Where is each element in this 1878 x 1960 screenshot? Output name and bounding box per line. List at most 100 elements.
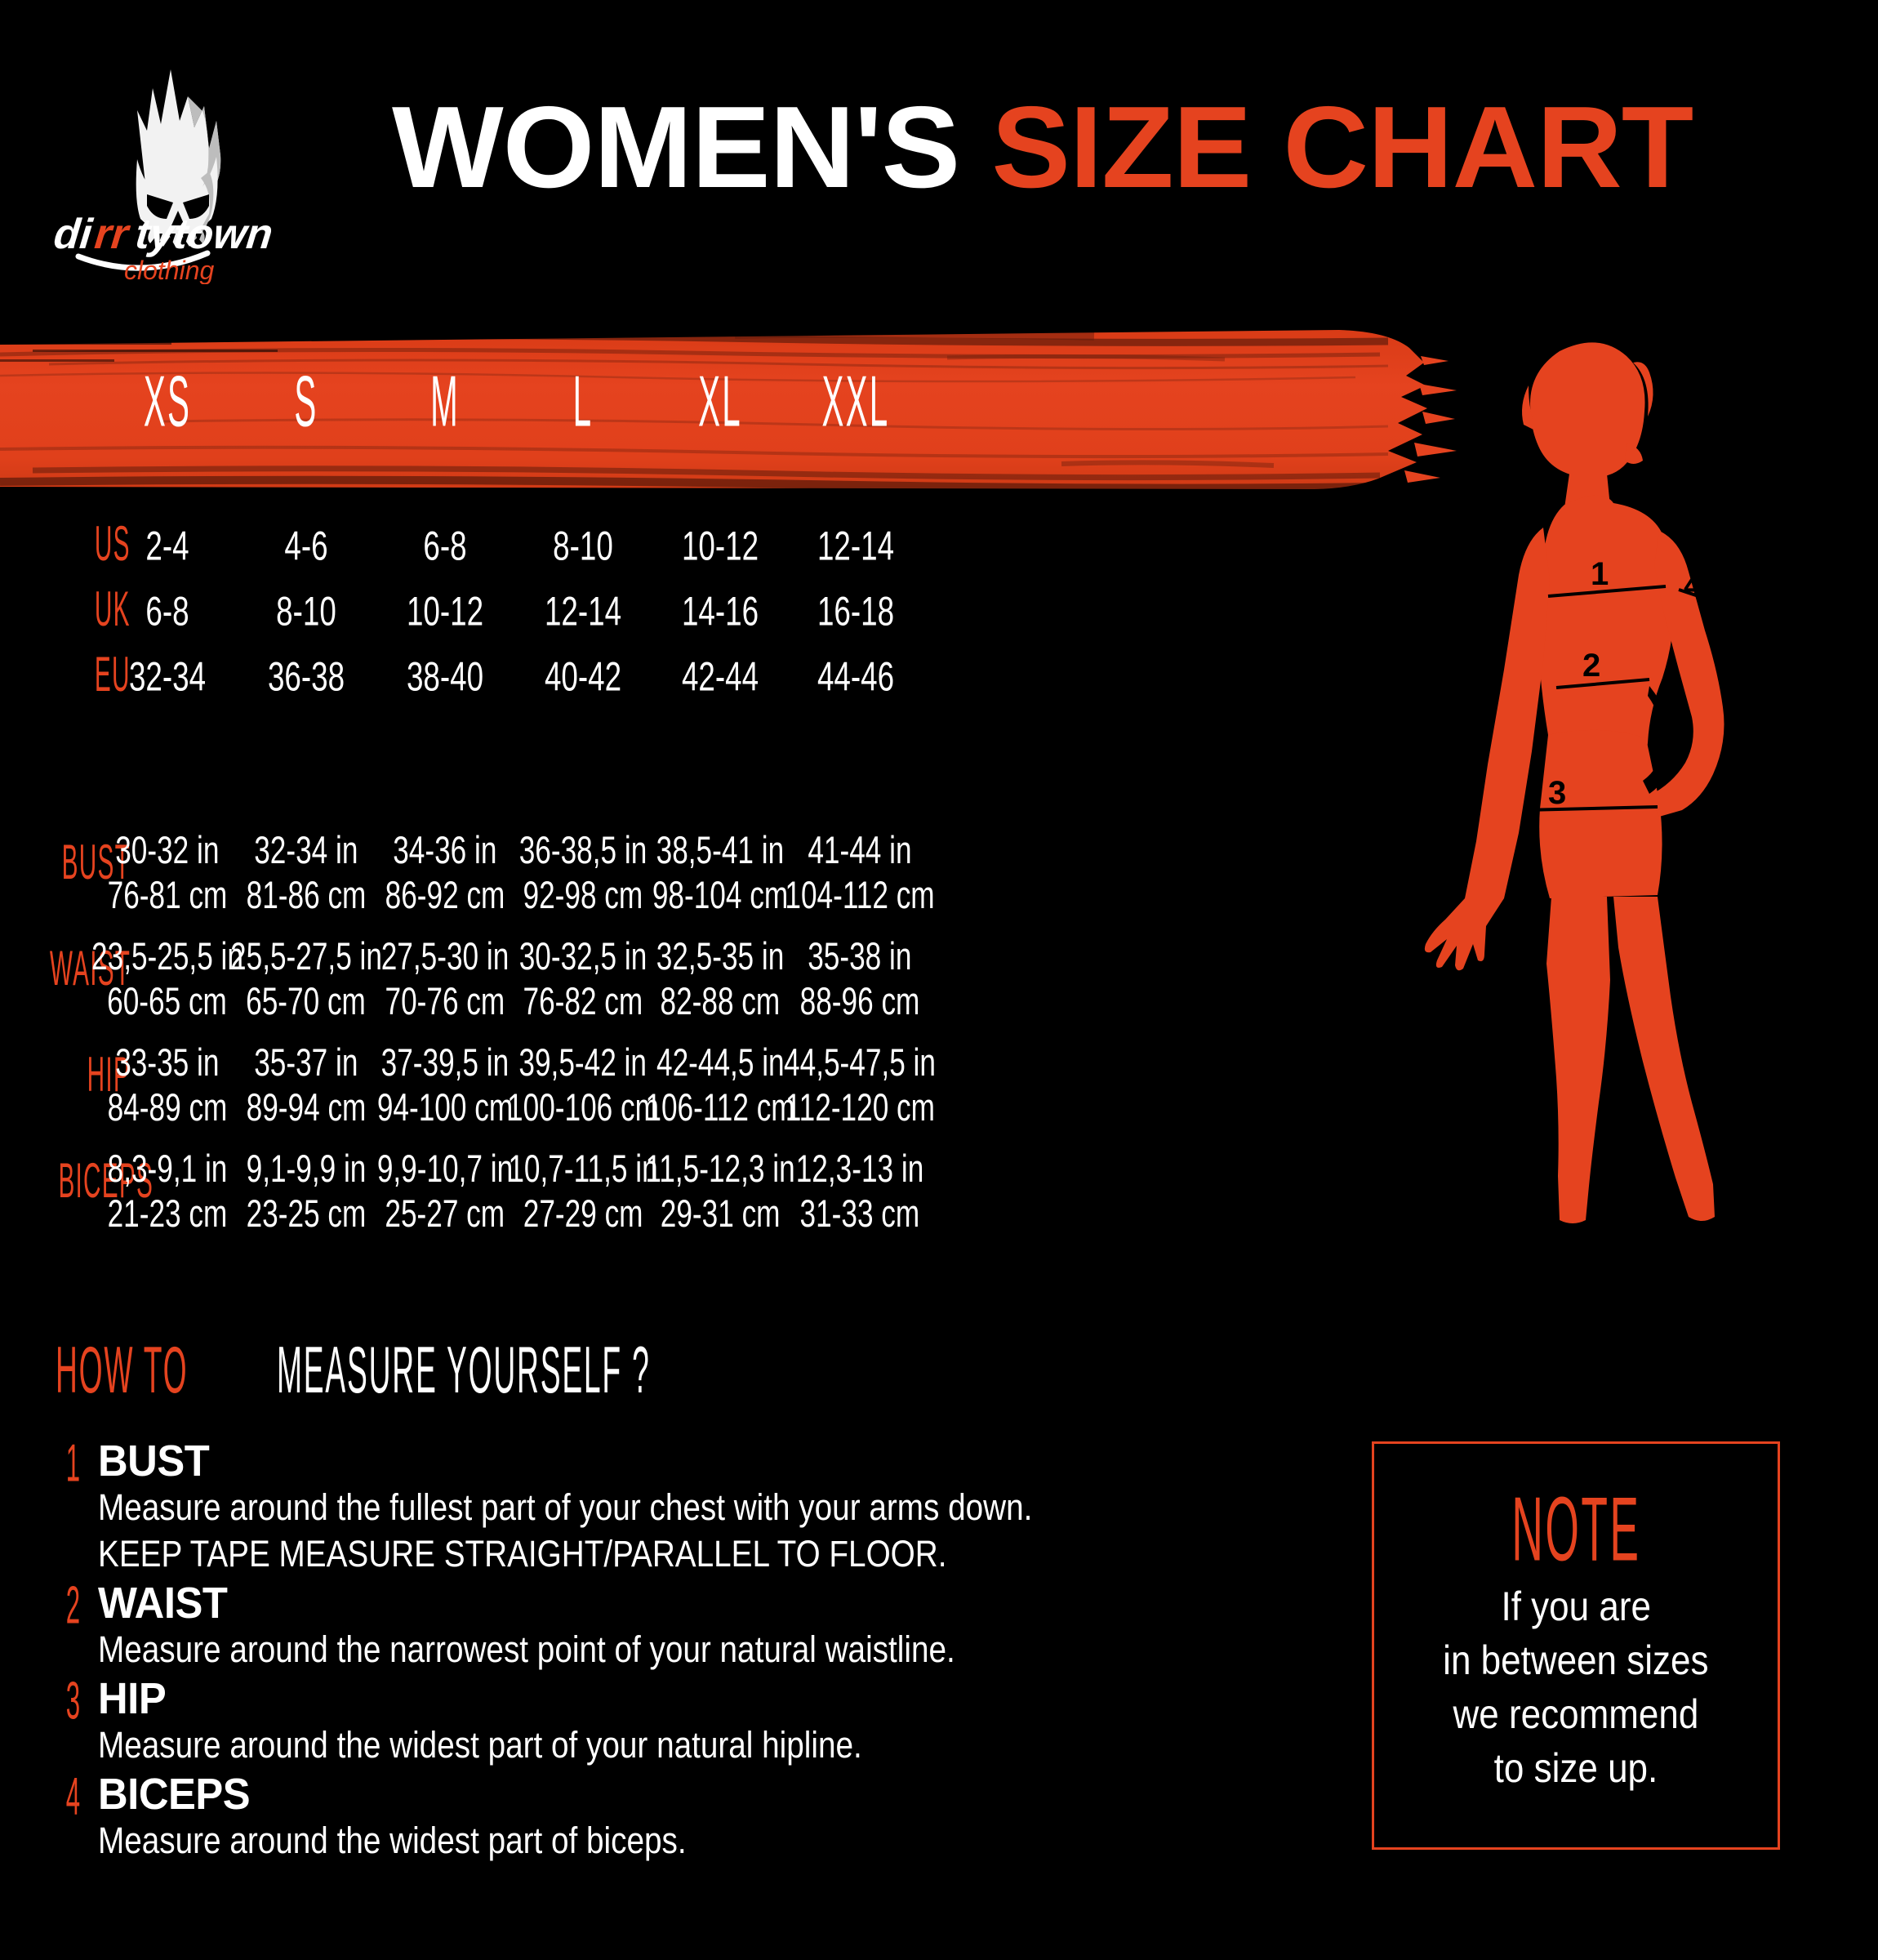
measure-steps-list: 1 BUST Measure around the fullest part o…: [54, 1437, 1279, 1866]
cell-us-xxl: 12-14: [817, 522, 895, 569]
crowned-skull-icon: [136, 69, 221, 248]
size-labels-row: XS S M L XL XXL: [0, 327, 1494, 502]
cell-waist-l: 30-32,5 in 76-82 cm: [518, 934, 648, 1023]
size-label-xxl: XXL: [821, 362, 890, 442]
row-label-biceps: BICEPS: [58, 1154, 154, 1209]
cell-us-l: 8-10: [553, 522, 613, 569]
step-title-hip: HIP: [98, 1673, 167, 1723]
cell-biceps-s: 9,1-9,9 in 23-25 cm: [246, 1147, 367, 1236]
cell-eu-xl: 42-44: [681, 653, 759, 700]
measure-step-hip: 3 HIP Measure around the widest part of …: [54, 1671, 1279, 1769]
page-title-white: WOMEN'S: [392, 82, 960, 212]
cell-waist-s: 25,5-27,5 in 65-70 cm: [230, 934, 382, 1023]
cell-uk-l: 12-14: [544, 587, 622, 635]
marker-1: 1: [1591, 556, 1609, 592]
cell-biceps-l: 10,7-11,5 in 27-29 cm: [508, 1147, 658, 1236]
cell-us-m: 6-8: [423, 522, 467, 569]
note-box: NOTE If you are in between sizes we reco…: [1372, 1441, 1780, 1850]
howto-heading: HOW TO MEASURE YOURSELF ?: [56, 1338, 899, 1404]
page-title: WOMEN'S SIZE CHART: [392, 90, 1693, 206]
cell-eu-m: 38-40: [406, 653, 484, 700]
cell-hip-xl: 42-44,5 in 106-112 cm: [645, 1040, 795, 1129]
measure-step-biceps: 4 BICEPS Measure around the widest part …: [54, 1766, 1279, 1864]
brush-stroke-icon: [0, 327, 1457, 492]
cell-hip-xxl: 44,5-47,5 in 112-120 cm: [784, 1040, 936, 1129]
howto-heading-accent: HOW TO: [56, 1334, 189, 1408]
cell-biceps-m: 9,9-10,7 in 25-27 cm: [376, 1147, 514, 1236]
cell-waist-xl: 32,5-35 in 82-88 cm: [656, 934, 785, 1023]
cell-hip-s: 35-37 in 89-94 cm: [246, 1040, 367, 1129]
note-title: NOTE: [1511, 1478, 1641, 1581]
page-title-accent: SIZE CHART: [959, 82, 1693, 212]
cell-waist-xxl: 35-38 in 88-96 cm: [799, 934, 920, 1023]
cell-eu-l: 40-42: [544, 653, 622, 700]
size-label-s: S: [294, 362, 318, 442]
marker-3: 3: [1548, 775, 1566, 811]
cell-us-xl: 10-12: [681, 522, 759, 569]
cell-bust-xl: 38,5-41 in 98-104 cm: [652, 828, 789, 917]
step-body-bust: Measure around the fullest part of your …: [98, 1486, 1033, 1575]
wordmark-swoosh-icon: [75, 250, 211, 271]
step-body-waist: Measure around the narrowest point of yo…: [98, 1628, 955, 1670]
step-title-bust: BUST: [98, 1437, 210, 1486]
cell-hip-l: 39,5-42 in 100-106 cm: [507, 1040, 659, 1129]
cell-biceps-xs: 8,3-9,1 in 21-23 cm: [107, 1147, 228, 1236]
cell-bust-xxl: 41-44 in 104-112 cm: [785, 828, 935, 917]
step-number-1: 1: [65, 1433, 80, 1494]
waist-measure-line: [1555, 678, 1650, 689]
size-label-m: M: [430, 362, 460, 442]
step-body-hip: Measure around the widest part of your n…: [98, 1724, 862, 1766]
bust-measure-line: [1547, 585, 1667, 598]
note-body: If you are in between sizes we recommend…: [1443, 1584, 1709, 1791]
body-measurement-diagram: 1 2 3 4: [1388, 327, 1878, 1241]
cell-hip-m: 37-39,5 in 94-100 cm: [376, 1040, 514, 1129]
marker-4: 4: [1684, 568, 1702, 604]
wordmark-di: di: [52, 211, 96, 258]
size-header-brush-band: [0, 327, 1494, 502]
cell-eu-xs: 32-34: [128, 653, 207, 700]
cell-eu-xxl: 44-46: [817, 653, 895, 700]
cell-hip-xs: 33-35 in 84-89 cm: [107, 1040, 228, 1129]
cell-bust-s: 32-34 in 81-86 cm: [246, 828, 367, 917]
measure-step-waist: 2 WAIST Measure around the narrowest poi…: [54, 1579, 1279, 1673]
row-label-waist: WAIST: [49, 942, 131, 996]
cell-bust-xs: 30-32 in 76-81 cm: [107, 828, 228, 917]
cell-uk-xl: 14-16: [681, 587, 759, 635]
cell-uk-xxl: 16-18: [817, 587, 895, 635]
cell-uk-s: 8-10: [276, 587, 336, 635]
cell-uk-m: 10-12: [406, 587, 484, 635]
row-label-uk: UK: [95, 582, 131, 637]
size-label-xl: XL: [698, 362, 742, 442]
brand-wordmark: di rr tytown clothing: [51, 206, 297, 285]
biceps-measure-line: [1678, 588, 1709, 601]
row-label-hip: HIP: [87, 1048, 131, 1102]
row-label-bust: BUST: [61, 835, 131, 890]
wordmark-rr: rr: [92, 211, 132, 258]
cell-us-xs: 2-4: [145, 522, 189, 569]
howto-heading-white: MEASURE YOURSELF ?: [276, 1334, 651, 1408]
step-number-2: 2: [65, 1575, 80, 1635]
cell-uk-xs: 6-8: [145, 587, 189, 635]
marker-2: 2: [1582, 648, 1600, 684]
wordmark-clothing: clothing: [124, 256, 215, 284]
size-label-xs: XS: [143, 362, 192, 442]
female-body-silhouette-icon: 1 2 3 4: [1424, 342, 1724, 1223]
cell-waist-xs: 23,5-25,5 in 60-65 cm: [91, 934, 243, 1023]
step-body-biceps: Measure around the widest part of biceps…: [98, 1820, 687, 1861]
cell-eu-s: 36-38: [267, 653, 345, 700]
cell-us-s: 4-6: [284, 522, 328, 569]
step-title-biceps: BICEPS: [98, 1769, 251, 1819]
brand-logo: [49, 33, 294, 278]
dirrtytown-wordmark-icon: di rr tytown clothing: [51, 211, 275, 285]
cell-waist-m: 27,5-30 in 70-76 cm: [380, 934, 510, 1023]
size-label-l: L: [572, 362, 594, 442]
cell-biceps-xl: 11,5-12,3 in 29-31 cm: [645, 1147, 795, 1236]
cell-biceps-xxl: 12,3-13 in 31-33 cm: [795, 1147, 924, 1236]
step-number-3: 3: [65, 1671, 80, 1731]
step-title-waist: WAIST: [98, 1578, 228, 1628]
row-label-eu: EU: [95, 648, 131, 702]
wordmark-tytown: tytown: [133, 211, 275, 258]
step-number-4: 4: [65, 1766, 80, 1826]
cell-bust-l: 36-38,5 in 92-98 cm: [518, 828, 648, 917]
